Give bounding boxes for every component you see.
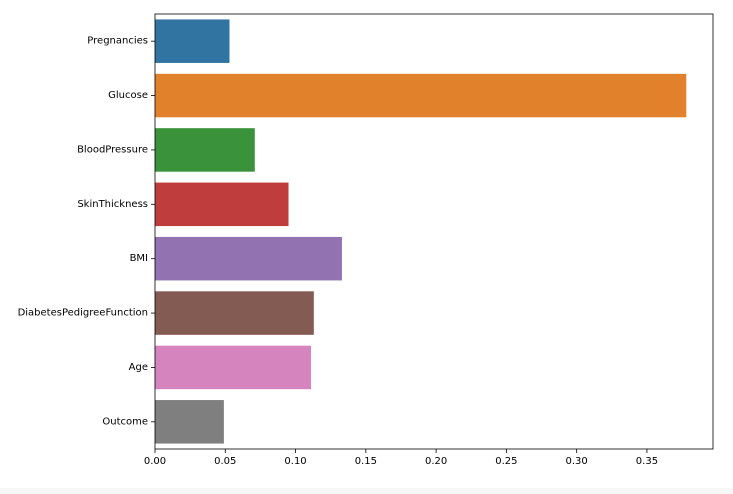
bar-bmi	[155, 236, 342, 281]
bar-age	[155, 345, 312, 390]
x-tick-label: 0.15	[355, 456, 377, 467]
x-tick-label: 0.05	[214, 456, 236, 467]
bar-outcome	[155, 400, 224, 444]
y-tick-label-diabetespedigreefunction: DiabetesPedigreeFunction	[18, 308, 148, 319]
y-tick-label-outcome: Outcome	[102, 416, 148, 427]
bar-diabetespedigreefunction	[155, 291, 314, 335]
bars-group	[155, 19, 687, 444]
x-tick-label: 0.30	[566, 456, 588, 467]
bar-pregnancies	[155, 19, 230, 63]
y-axis-ticks: Pregnancies Glucose BloodPressure SkinThick…	[18, 36, 155, 427]
bar-bloodpressure	[155, 128, 255, 172]
x-tick-label: 0.00	[144, 456, 166, 467]
y-tick-label-bmi: BMI	[130, 253, 148, 264]
y-tick-label-bloodpressure: BloodPressure	[77, 144, 148, 155]
y-tick-label-skinthickness: SkinThickness	[77, 199, 148, 210]
y-tick-label-glucose: Glucose	[108, 90, 148, 101]
bottom-strip	[0, 488, 733, 494]
x-tick-label: 0.25	[495, 456, 517, 467]
y-tick-label-pregnancies: Pregnancies	[87, 36, 148, 47]
x-tick-label: 0.35	[636, 456, 658, 467]
y-tick-label-age: Age	[129, 362, 148, 373]
bar-glucose	[155, 73, 687, 118]
x-tick-label: 0.20	[425, 456, 447, 467]
plot-frame	[154, 13, 714, 450]
bar-skinthickness	[155, 182, 289, 227]
x-axis-ticks: 0.00 0.05 0.10 0.15 0.20 0.25 0.30 0.35	[144, 449, 658, 467]
x-tick-label: 0.10	[284, 456, 306, 467]
